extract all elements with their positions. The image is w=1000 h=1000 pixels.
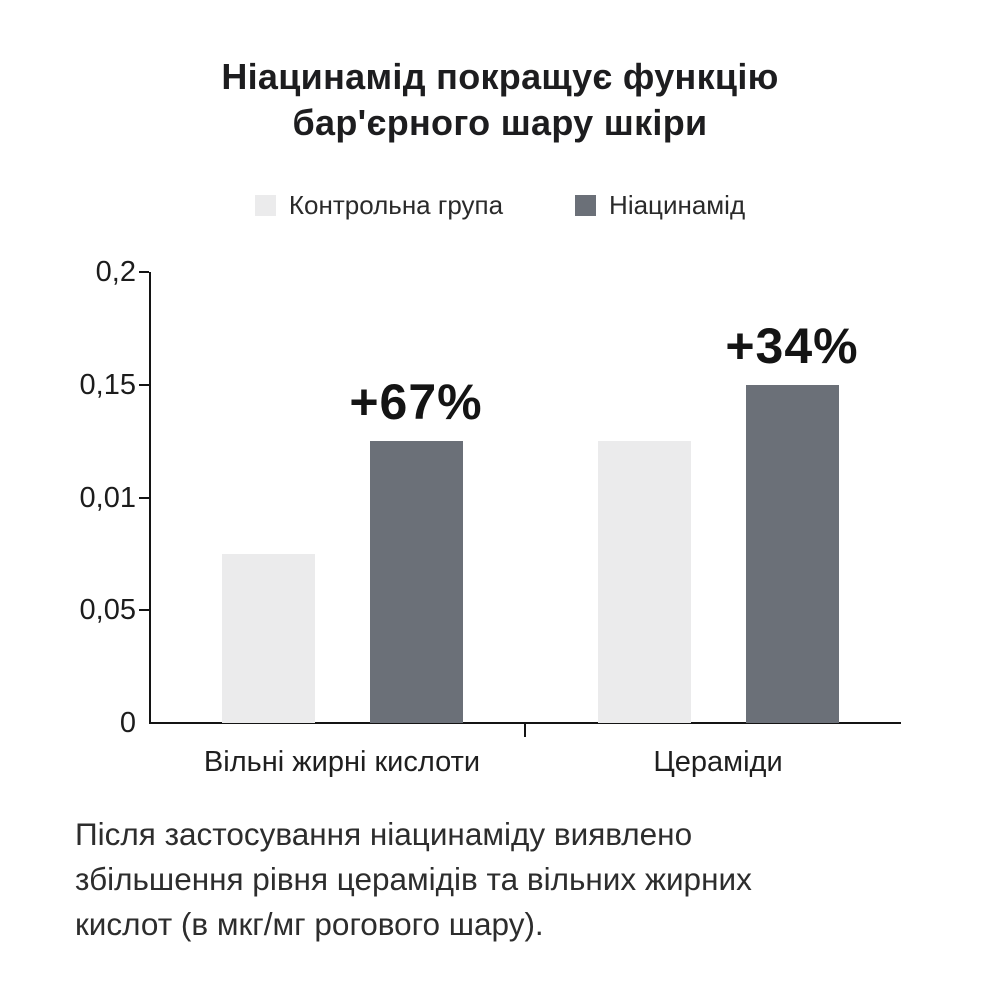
bar-control-group [597, 441, 691, 723]
caption-text: Після застосування ніацинаміду виявлено … [75, 812, 955, 947]
legend-swatch-niacinamide [575, 195, 597, 216]
bar-niacinamide [745, 384, 839, 723]
legend-label-niacinamide: Ніацинамід [609, 190, 746, 220]
x-axis-line [149, 722, 901, 724]
y-tick-label: 0,2 [95, 256, 136, 288]
chart-title: Ніацинамід покращує функцію бар'єрного ш… [0, 54, 1000, 146]
x-axis-midpoint-tick [524, 724, 526, 737]
chart-title-line2: бар'єрного шару шкіри [292, 102, 708, 143]
legend-swatch-control-group [254, 195, 276, 216]
caption-line2: збільшення рівня церамідів та вільних жи… [75, 861, 752, 897]
y-tick-label: 0 [119, 707, 136, 739]
x-category-label: Вільні жирні кислоти [203, 746, 481, 778]
chart-title-line1: Ніацинамід покращує функцію [221, 56, 779, 97]
bar-annotation: +67% [349, 374, 483, 431]
y-axis-tick [139, 383, 149, 386]
legend-item-control-group: Контрольна група [254, 190, 504, 221]
y-tick-label: 0,01 [79, 481, 136, 514]
y-axis-tick [139, 609, 149, 612]
legend-item-niacinamide: Ніацинамід [575, 190, 745, 221]
bar-control-group [221, 553, 315, 723]
caption-line1: Після застосування ніацинаміду виявлено [75, 816, 693, 852]
bar-niacinamide [369, 441, 463, 723]
caption-line3: кислот (в мкг/мг рогового шару). [75, 906, 544, 942]
x-category-label: Цераміди [653, 746, 783, 778]
y-axis-tick [139, 496, 149, 499]
y-tick-label: 0,15 [79, 368, 136, 401]
bar-annotation: +34% [725, 317, 859, 374]
legend-label-control-group: Контрольна група [288, 190, 504, 220]
y-axis-line [149, 272, 151, 723]
chart-legend: Контрольна група Ніацинамід [0, 190, 1000, 221]
y-tick-label: 0,05 [79, 594, 136, 627]
y-axis-tick [139, 271, 149, 273]
